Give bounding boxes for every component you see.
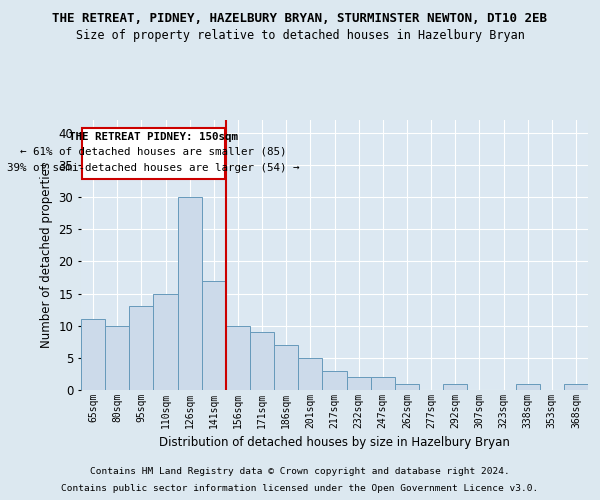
Bar: [250, 332, 274, 390]
Bar: [226, 326, 250, 390]
Text: THE RETREAT PIDNEY: 150sqm: THE RETREAT PIDNEY: 150sqm: [69, 132, 238, 141]
Bar: [129, 306, 154, 390]
Text: ← 61% of detached houses are smaller (85): ← 61% of detached houses are smaller (85…: [20, 147, 287, 157]
Bar: [202, 280, 226, 390]
Bar: [105, 326, 129, 390]
Bar: [371, 377, 395, 390]
Bar: [443, 384, 467, 390]
Text: THE RETREAT, PIDNEY, HAZELBURY BRYAN, STURMINSTER NEWTON, DT10 2EB: THE RETREAT, PIDNEY, HAZELBURY BRYAN, ST…: [53, 12, 548, 26]
Bar: [298, 358, 322, 390]
X-axis label: Distribution of detached houses by size in Hazelbury Bryan: Distribution of detached houses by size …: [159, 436, 510, 450]
Bar: [564, 384, 588, 390]
Bar: [178, 197, 202, 390]
Bar: [395, 384, 419, 390]
Y-axis label: Number of detached properties: Number of detached properties: [40, 162, 53, 348]
Bar: [81, 320, 105, 390]
Text: Contains HM Land Registry data © Crown copyright and database right 2024.: Contains HM Land Registry data © Crown c…: [90, 467, 510, 476]
Bar: [515, 384, 540, 390]
Bar: [347, 377, 371, 390]
Bar: [274, 345, 298, 390]
Text: 39% of semi-detached houses are larger (54) →: 39% of semi-detached houses are larger (…: [7, 163, 299, 173]
Bar: [322, 370, 347, 390]
Bar: [154, 294, 178, 390]
FancyBboxPatch shape: [82, 128, 225, 179]
Text: Contains public sector information licensed under the Open Government Licence v3: Contains public sector information licen…: [61, 484, 539, 493]
Text: Size of property relative to detached houses in Hazelbury Bryan: Size of property relative to detached ho…: [76, 29, 524, 42]
